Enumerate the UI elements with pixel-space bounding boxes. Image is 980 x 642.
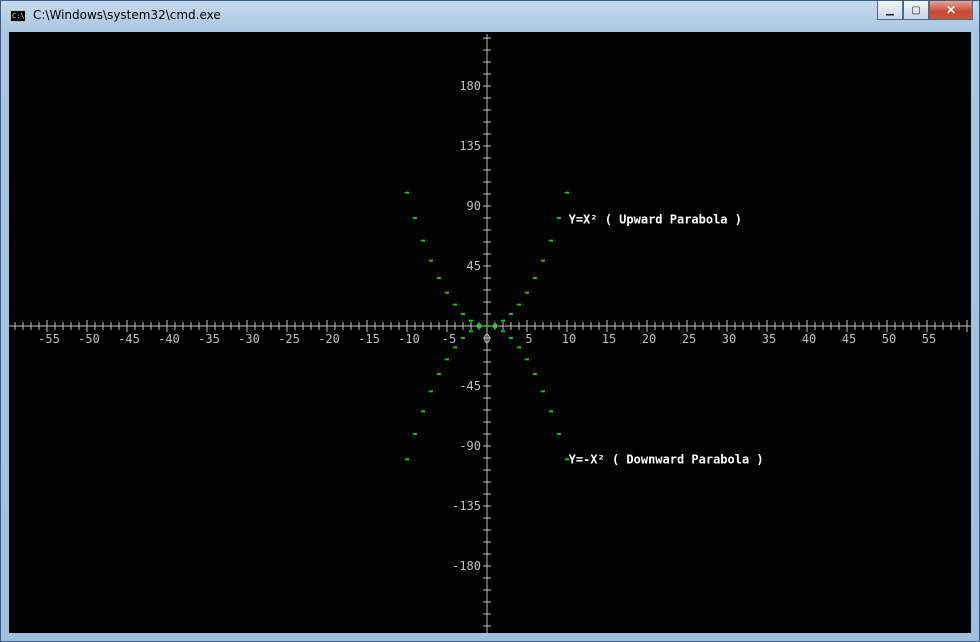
y-tick-label: -45 <box>459 379 481 393</box>
data-point <box>485 325 489 327</box>
data-point <box>541 390 545 393</box>
data-point <box>525 291 529 294</box>
data-point <box>565 458 569 461</box>
x-tick-label: 55 <box>922 332 936 346</box>
x-tick-label: 0 <box>483 332 490 346</box>
x-tick-label: -55 <box>38 332 60 346</box>
upward-parabola-label: Y=X² ( Upward Parabola ) <box>569 212 742 226</box>
data-point <box>477 326 481 329</box>
data-point <box>557 217 561 220</box>
data-point <box>413 217 417 220</box>
data-point <box>437 372 441 375</box>
data-point <box>493 326 497 329</box>
title-bar[interactable]: C:\ C:\Windows\system32\cmd.exe ▁ ▢ ✕ <box>1 1 979 32</box>
data-point <box>405 458 409 461</box>
data-point <box>509 336 513 339</box>
data-point <box>461 313 465 316</box>
data-point <box>541 259 545 262</box>
data-point <box>421 410 425 413</box>
y-tick-label: 135 <box>459 139 481 153</box>
data-point <box>445 358 449 361</box>
x-tick-label: -50 <box>78 332 100 346</box>
x-tick-label: 15 <box>602 332 616 346</box>
y-tick-label: -90 <box>459 439 481 453</box>
data-point <box>413 432 417 435</box>
data-point <box>517 303 521 306</box>
data-point <box>525 358 529 361</box>
y-tick-label: 90 <box>467 199 481 213</box>
x-tick-label: 50 <box>882 332 896 346</box>
x-tick-label: 45 <box>842 332 856 346</box>
x-tick-label: -10 <box>398 332 420 346</box>
data-point <box>461 336 465 339</box>
data-point <box>565 191 569 194</box>
x-tick-label: 35 <box>762 332 776 346</box>
close-button[interactable]: ✕ <box>929 1 973 20</box>
x-tick-label: 25 <box>682 332 696 346</box>
console-area[interactable]: -55 -50 -45 -40 -35 -30 -25 -20 -15 -10 -5 0 5 10 15 20… <box>9 32 971 633</box>
window-title: C:\Windows\system32\cmd.exe <box>33 8 221 22</box>
data-point <box>517 346 521 349</box>
data-point <box>549 410 553 413</box>
x-tick-label: -30 <box>238 332 260 346</box>
data-point <box>477 323 481 326</box>
data-point <box>501 319 505 322</box>
x-tick-label: -45 <box>118 332 140 346</box>
data-point <box>429 259 433 262</box>
x-tick-label: 10 <box>562 332 576 346</box>
y-tick-label: -180 <box>452 559 481 573</box>
x-tick-label: -35 <box>198 332 220 346</box>
x-tick-label: 20 <box>642 332 656 346</box>
y-tick-label: 45 <box>467 259 481 273</box>
y-tick-label: 180 <box>459 79 481 93</box>
x-tick-label: -20 <box>318 332 340 346</box>
downward-parabola-label: Y=-X² ( Downward Parabola ) <box>569 452 764 466</box>
x-tick-label: -40 <box>158 332 180 346</box>
y-tick-label: -135 <box>452 499 481 513</box>
data-point <box>493 323 497 326</box>
data-point <box>549 239 553 242</box>
data-point <box>445 291 449 294</box>
x-tick-label: 5 <box>525 332 532 346</box>
x-tick-label: -15 <box>358 332 380 346</box>
cmd-app-icon[interactable]: C:\ <box>10 10 26 22</box>
data-point <box>557 432 561 435</box>
x-tick-label: -5 <box>442 332 456 346</box>
x-tick-label: 40 <box>802 332 816 346</box>
data-point <box>421 239 425 242</box>
data-point <box>453 303 457 306</box>
data-point <box>469 319 473 322</box>
data-point <box>437 277 441 280</box>
maximize-button[interactable]: ▢ <box>903 1 929 20</box>
data-point <box>533 372 537 375</box>
window-controls: ▁ ▢ ✕ <box>877 1 973 20</box>
x-tick-label: -25 <box>278 332 300 346</box>
data-point <box>469 330 473 333</box>
x-tick-label: 30 <box>722 332 736 346</box>
data-point <box>509 313 513 316</box>
parabola-plot: -55 -50 -45 -40 -35 -30 -25 -20 -15 -10 -5 0 5 10 15 20… <box>9 34 971 633</box>
data-point <box>429 390 433 393</box>
minimize-button[interactable]: ▁ <box>877 1 903 20</box>
data-point <box>501 330 505 333</box>
data-point <box>453 346 457 349</box>
data-point <box>533 277 537 280</box>
data-point <box>405 191 409 194</box>
